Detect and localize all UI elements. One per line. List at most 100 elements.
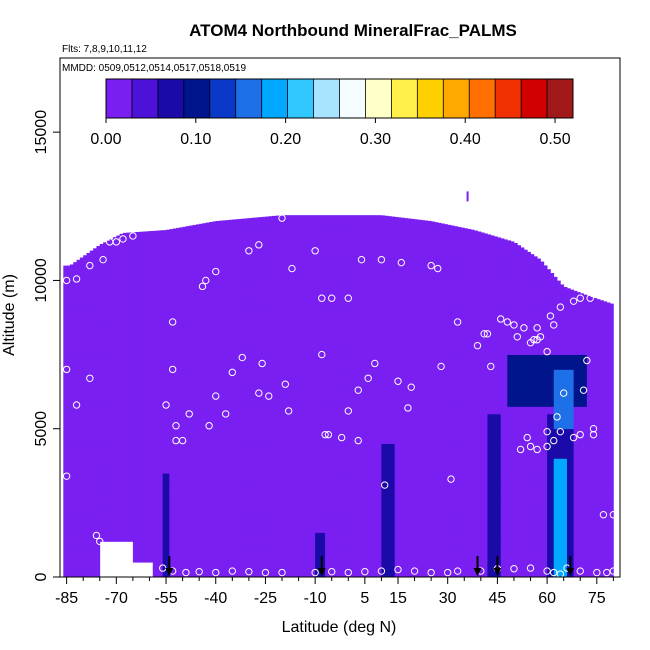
heat-cell [195,391,200,400]
heat-cell [298,302,303,311]
heat-cell [374,421,379,430]
heat-cell [199,347,203,355]
heat-cell [238,480,243,489]
heat-cell [175,310,180,318]
heat-cell [318,525,323,533]
heat-cell [325,458,329,467]
heat-cell [189,473,193,482]
heat-cell [175,258,180,266]
heat-cell [255,228,260,237]
heat-cell [93,295,97,304]
heat-cell [354,406,359,415]
heat-cell [328,443,333,452]
heat-cell [156,295,160,304]
heat-cell [272,554,276,563]
heat-cell [262,428,266,437]
heat-cell [103,318,107,327]
heat-cell [76,265,81,274]
heat-cell [252,495,256,504]
heat-cell [407,562,412,570]
heat-cell [96,458,101,467]
heat-cell [83,287,87,296]
heat-cell [222,502,227,511]
heat-cell [371,554,376,563]
heat-cell [321,450,326,459]
heat-cell [235,339,240,348]
heat-cell [295,532,299,541]
heat-cell [361,495,366,504]
heat-cell [202,280,207,289]
heat-cell [76,539,81,548]
heat-cell [321,465,326,474]
heat-cell [189,436,193,444]
heat-cell [308,250,313,259]
heat-cell [344,510,349,519]
heat-cell [232,436,237,444]
heat-cell [335,532,339,541]
heat-cell [205,480,210,489]
heat-cell [222,562,227,570]
heat-cell [106,356,111,364]
dates-label: MMDD: 0509,0512,0514,0517,0518,0519 [62,63,246,74]
heat-cell [401,421,406,430]
heat-cell [179,443,183,452]
heat-cell [321,302,326,311]
heat-cell [407,361,412,370]
heat-cell [139,384,144,393]
heat-cell [222,250,227,259]
heat-cell [258,554,263,563]
heat-cell [348,458,352,467]
heat-cell [106,467,111,476]
heat-cell [374,443,379,452]
heat-cell [275,391,280,400]
heat-cell [282,413,286,422]
heat-cell [113,430,117,439]
heat-cell [391,443,396,452]
heat-cell [245,406,250,415]
heat-cell [116,519,121,527]
heat-cell [321,243,326,252]
heat-cell [195,317,200,326]
heat-cell [328,539,333,548]
heat-cell [69,302,74,311]
heat-cell [89,532,94,541]
heat-cell [189,250,193,259]
heat-cell [311,361,316,370]
heat-cell [341,324,346,333]
heat-cell [278,258,283,266]
heat-cell [136,525,140,533]
heat-cell [219,324,223,333]
heat-cell [262,347,266,355]
heat-cell [146,250,150,259]
heat-cell [109,370,114,379]
heat-cell [195,324,200,333]
heat-cell [388,532,392,541]
heat-cell [66,339,71,348]
heat-cell [248,413,253,422]
heat-cell [175,347,180,355]
heat-cell [275,347,280,355]
heat-cell [199,361,203,370]
heat-cell [119,519,124,527]
heat-cell [335,488,339,496]
heat-cell [162,495,167,504]
heat-cell [328,221,333,229]
heat-cell [374,317,379,326]
heat-cell [248,250,253,259]
heat-cell [122,318,127,327]
heat-cell [132,443,137,452]
heat-cell [268,554,273,563]
heat-cell [291,554,296,563]
heat-cell [368,258,372,266]
heat-cell [199,295,203,304]
heat-cell [139,231,144,237]
heat-cell [76,532,81,541]
heat-cell [301,376,306,385]
heat-cell [308,510,313,519]
heat-cell [351,310,356,318]
heat-cell [182,226,187,229]
heat-cell [219,302,223,311]
heat-cell [116,496,121,505]
heat-cell [139,443,144,452]
heat-cell [169,310,174,318]
